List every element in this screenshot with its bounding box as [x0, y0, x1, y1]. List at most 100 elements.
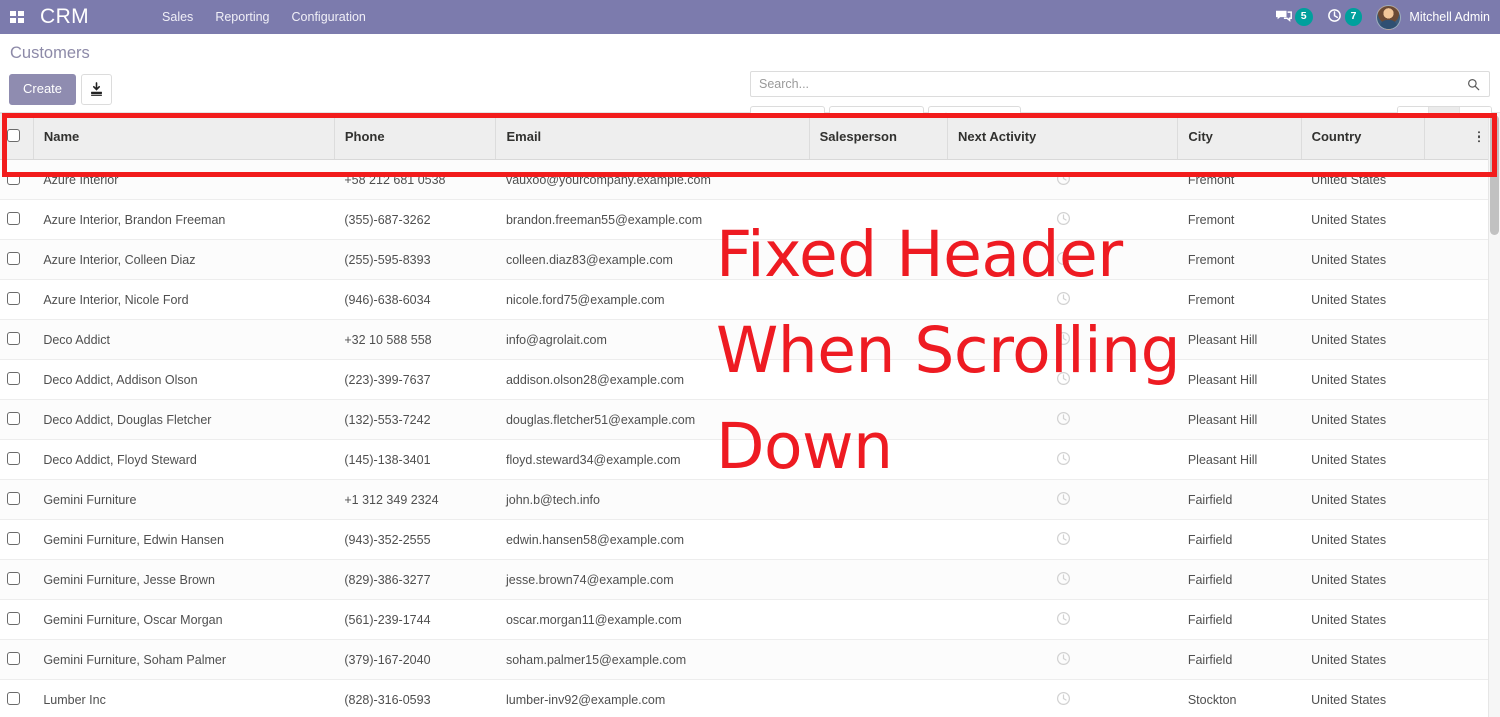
cell-email[interactable]: edwin.hansen58@example.com	[495, 519, 810, 560]
cell-city[interactable]: Fremont	[1177, 239, 1302, 280]
table-row[interactable]: Gemini Furniture +1 312 349 2324 john.b@te…	[0, 479, 1489, 520]
table-row[interactable]: Deco Addict, Douglas Fletcher (132)-553-7…	[0, 399, 1489, 440]
row-select-cell[interactable]	[0, 319, 34, 360]
cell-email[interactable]: lumber-inv92@example.com	[495, 679, 810, 717]
checkbox-unchecked-icon[interactable]	[7, 331, 20, 345]
checkbox-unchecked-icon[interactable]	[7, 571, 20, 585]
row-select-cell[interactable]	[0, 519, 34, 560]
row-select-cell[interactable]	[0, 599, 34, 640]
cell-name[interactable]: Deco Addict, Addison Olson	[33, 359, 335, 400]
cell-name[interactable]: Azure Interior, Nicole Ford	[33, 279, 335, 320]
customers-list-table-wrapper[interactable]: Name Phone Email Salesperson Next Activi…	[0, 113, 1500, 717]
cell-city[interactable]: Fairfield	[1177, 639, 1302, 680]
checkbox-unchecked-icon[interactable]	[7, 411, 20, 425]
clock-icon[interactable]	[1056, 251, 1071, 269]
cell-salesperson[interactable]	[809, 679, 948, 717]
cell-country[interactable]: United States	[1301, 439, 1425, 480]
cell-next-activity[interactable]	[947, 479, 1178, 520]
row-select-cell[interactable]	[0, 199, 34, 240]
table-row[interactable]: Azure Interior, Nicole Ford (946)-638-603…	[0, 279, 1489, 320]
cell-email[interactable]: oscar.morgan11@example.com	[495, 599, 810, 640]
row-select-cell[interactable]	[0, 639, 34, 680]
clock-icon[interactable]	[1056, 651, 1071, 669]
menu-item-reporting[interactable]: Reporting	[215, 10, 270, 24]
table-row[interactable]: Deco Addict, Floyd Steward (145)-138-3401…	[0, 439, 1489, 480]
cell-salesperson[interactable]	[809, 159, 948, 200]
clock-icon[interactable]	[1056, 211, 1071, 229]
column-header-name[interactable]: Name	[33, 113, 335, 160]
cell-next-activity[interactable]	[947, 359, 1178, 400]
table-row[interactable]: Deco Addict +32 10 588 558 info@agrolait.c…	[0, 319, 1489, 360]
row-select-cell[interactable]	[0, 399, 34, 440]
cell-name[interactable]: Gemini Furniture, Oscar Morgan	[33, 599, 335, 640]
checkbox-unchecked-icon[interactable]	[7, 451, 20, 465]
cell-name[interactable]: Azure Interior, Brandon Freeman	[33, 199, 335, 240]
cell-country[interactable]: United States	[1301, 679, 1425, 717]
cell-email[interactable]: vauxoo@yourcompany.example.com	[495, 159, 810, 200]
vertical-dots-icon[interactable]	[1477, 130, 1480, 143]
search-input[interactable]	[751, 77, 1458, 91]
checkbox-unchecked-icon[interactable]	[7, 128, 20, 142]
cell-city[interactable]: Pleasant Hill	[1177, 439, 1302, 480]
column-options-header[interactable]	[1424, 113, 1489, 160]
cell-phone[interactable]: (223)-399-7637	[334, 359, 496, 400]
clock-icon[interactable]	[1056, 691, 1071, 709]
cell-salesperson[interactable]	[809, 359, 948, 400]
table-row[interactable]: Gemini Furniture, Oscar Morgan (561)-239-…	[0, 599, 1489, 640]
checkbox-unchecked-icon[interactable]	[7, 371, 20, 385]
clock-icon[interactable]	[1056, 171, 1071, 189]
cell-country[interactable]: United States	[1301, 319, 1425, 360]
checkbox-unchecked-icon[interactable]	[7, 531, 20, 545]
cell-name[interactable]: Azure Interior, Colleen Diaz	[33, 239, 335, 280]
cell-city[interactable]: Fairfield	[1177, 519, 1302, 560]
cell-next-activity[interactable]	[947, 679, 1178, 717]
cell-email[interactable]: john.b@tech.info	[495, 479, 810, 520]
clock-icon[interactable]	[1056, 331, 1071, 349]
cell-country[interactable]: United States	[1301, 399, 1425, 440]
cell-phone[interactable]: (132)-553-7242	[334, 399, 496, 440]
cell-country[interactable]: United States	[1301, 359, 1425, 400]
table-row[interactable]: Azure Interior, Brandon Freeman (355)-687…	[0, 199, 1489, 240]
row-select-cell[interactable]	[0, 679, 34, 717]
cell-city[interactable]: Fairfield	[1177, 559, 1302, 600]
checkbox-unchecked-icon[interactable]	[7, 251, 20, 265]
table-row[interactable]: Lumber Inc (828)-316-0593 lumber-inv92@exa…	[0, 679, 1489, 717]
table-row[interactable]: Deco Addict, Addison Olson (223)-399-7637…	[0, 359, 1489, 400]
clock-icon[interactable]	[1056, 291, 1071, 309]
cell-phone[interactable]: (943)-352-2555	[334, 519, 496, 560]
table-row[interactable]: Gemini Furniture, Soham Palmer (379)-167-…	[0, 639, 1489, 680]
cell-next-activity[interactable]	[947, 639, 1178, 680]
cell-salesperson[interactable]	[809, 639, 948, 680]
cell-name[interactable]: Deco Addict, Douglas Fletcher	[33, 399, 335, 440]
cell-name[interactable]: Azure Interior	[33, 159, 335, 200]
cell-country[interactable]: United States	[1301, 199, 1425, 240]
row-select-cell[interactable]	[0, 439, 34, 480]
cell-phone[interactable]: (355)-687-3262	[334, 199, 496, 240]
cell-next-activity[interactable]	[947, 559, 1178, 600]
cell-salesperson[interactable]	[809, 239, 948, 280]
cell-salesperson[interactable]	[809, 519, 948, 560]
cell-country[interactable]: United States	[1301, 519, 1425, 560]
row-select-cell[interactable]	[0, 159, 34, 200]
table-row[interactable]: Azure Interior +58 212 681 0538 vauxoo@you…	[0, 159, 1489, 200]
clock-icon[interactable]	[1056, 411, 1071, 429]
row-select-cell[interactable]	[0, 279, 34, 320]
create-button[interactable]: Create	[9, 74, 77, 105]
cell-salesperson[interactable]	[809, 439, 948, 480]
cell-city[interactable]: Pleasant Hill	[1177, 399, 1302, 440]
cell-next-activity[interactable]	[947, 279, 1178, 320]
cell-city[interactable]: Fairfield	[1177, 479, 1302, 520]
cell-next-activity[interactable]	[947, 399, 1178, 440]
cell-salesperson[interactable]	[809, 399, 948, 440]
cell-city[interactable]: Fremont	[1177, 199, 1302, 240]
cell-phone[interactable]: +32 10 588 558	[334, 319, 496, 360]
checkbox-unchecked-icon[interactable]	[7, 611, 20, 625]
cell-country[interactable]: United States	[1301, 239, 1425, 280]
messages-menu[interactable]: 5	[1275, 8, 1313, 26]
cell-salesperson[interactable]	[809, 319, 948, 360]
import-upload-icon[interactable]	[81, 74, 113, 105]
cell-email[interactable]: colleen.diaz83@example.com	[495, 239, 810, 280]
cell-next-activity[interactable]	[947, 599, 1178, 640]
row-select-cell[interactable]	[0, 239, 34, 280]
cell-salesperson[interactable]	[809, 199, 948, 240]
